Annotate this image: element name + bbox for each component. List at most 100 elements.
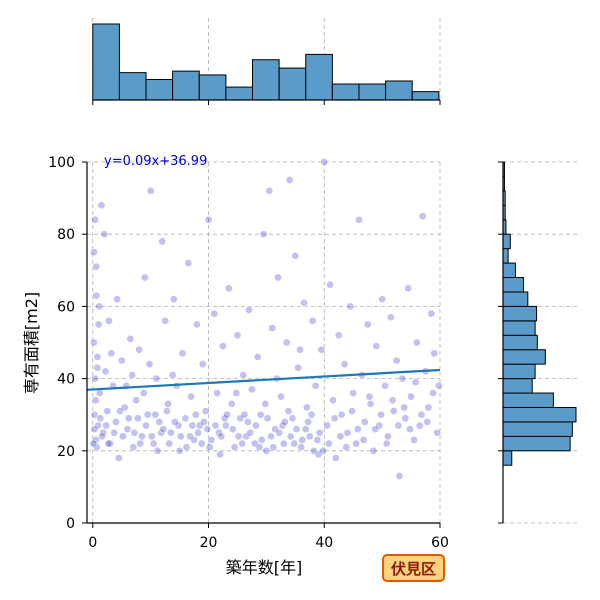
right-marginal-histogram xyxy=(498,161,580,524)
scatter-point xyxy=(307,410,316,419)
scatter-point xyxy=(291,252,300,260)
y-axis-title: 専有面積[m2] xyxy=(22,292,41,394)
scatter-point xyxy=(340,360,349,369)
scatter-point xyxy=(292,425,301,433)
y-tick-label: 60 xyxy=(57,299,75,315)
scatter-point xyxy=(300,298,308,307)
y-tick-label: 0 xyxy=(66,516,75,532)
scatter-point xyxy=(400,403,408,412)
scatter-point xyxy=(146,187,155,195)
scatter-point xyxy=(288,414,297,423)
scatter-point xyxy=(171,418,179,426)
scatter-point xyxy=(168,371,177,379)
scatter-point xyxy=(252,421,260,430)
scatter-point xyxy=(377,410,385,419)
scatter-point xyxy=(234,432,243,441)
scatter-point xyxy=(394,421,403,430)
scatter-point xyxy=(123,425,132,433)
scatter-point xyxy=(233,331,242,340)
scatter-point xyxy=(193,320,201,329)
scatter-point xyxy=(434,381,443,390)
scatter-point xyxy=(261,400,270,408)
scatter-point xyxy=(105,316,113,325)
scatter-point xyxy=(91,374,99,383)
scatter-point xyxy=(95,389,104,397)
y-tick-label: 20 xyxy=(57,444,75,460)
scatter-point xyxy=(112,418,120,426)
scatter-point xyxy=(401,414,410,423)
scatter-point xyxy=(274,273,282,282)
scatter-point xyxy=(326,280,334,289)
scatter-point xyxy=(181,414,190,423)
scatter-point xyxy=(309,446,318,455)
x-tick-label: 20 xyxy=(200,535,218,551)
scatter-point xyxy=(281,418,289,426)
scatter-point xyxy=(113,295,121,304)
scatter-point xyxy=(145,360,154,369)
scatter-point xyxy=(298,436,307,444)
scatter-point xyxy=(384,432,392,441)
scatter-point xyxy=(95,302,104,311)
scatter-point xyxy=(265,187,274,195)
scatter-point xyxy=(267,432,275,441)
scatter-point xyxy=(98,432,106,441)
scatter-point xyxy=(159,425,168,433)
scatter-point xyxy=(119,432,127,441)
scatter-point xyxy=(138,432,146,441)
scatter-point xyxy=(411,378,420,387)
scatter-point xyxy=(248,385,256,394)
scatter-point xyxy=(413,338,421,347)
scatter-point xyxy=(407,392,415,401)
scatter-point xyxy=(240,410,249,419)
x-axis-title: 築年数[年] xyxy=(226,558,303,577)
scatter-point xyxy=(415,421,424,430)
scatter-point xyxy=(198,360,207,369)
scatter-point xyxy=(228,425,237,433)
scatter-point xyxy=(255,443,264,452)
scatter-point xyxy=(124,414,133,423)
scatter-point xyxy=(313,436,322,444)
scatter-point xyxy=(279,439,288,448)
scatter-point xyxy=(222,421,230,430)
scatter-point xyxy=(305,432,314,441)
scatter-point xyxy=(294,363,303,372)
scatter-point xyxy=(253,353,262,361)
scatter-point xyxy=(205,443,214,452)
scatter-point xyxy=(182,443,191,452)
right-hist-bar xyxy=(502,320,536,336)
scatter-point xyxy=(303,403,311,412)
scatter-point xyxy=(201,407,210,415)
scatter-point xyxy=(210,309,219,318)
scatter-point xyxy=(219,342,227,350)
right-hist-bar xyxy=(502,305,538,322)
scatter-point xyxy=(239,371,248,379)
scatter-point xyxy=(230,443,239,452)
top-hist-bar xyxy=(145,78,174,101)
scatter-point xyxy=(424,403,433,412)
scatter-point xyxy=(359,436,368,444)
scatter-point xyxy=(296,345,304,354)
scatter-point xyxy=(158,237,167,246)
scatter-point xyxy=(319,446,327,455)
scatter-point xyxy=(348,407,356,415)
scatter-point xyxy=(268,324,277,332)
scatter-point xyxy=(194,428,202,437)
scatter-point xyxy=(155,418,164,426)
scatter-point xyxy=(429,389,437,397)
y-tick-label: 80 xyxy=(57,227,75,243)
x-tick-label: 0 xyxy=(88,535,97,551)
scatter-point xyxy=(320,158,329,166)
y-tick-label: 100 xyxy=(48,155,75,171)
scatter-point xyxy=(336,432,345,441)
right-hist-bar xyxy=(502,248,509,264)
scatter-point xyxy=(245,306,253,314)
scatter-point xyxy=(277,392,285,401)
scatter-point xyxy=(406,425,414,433)
scatter-point xyxy=(315,428,324,437)
top-hist-bar xyxy=(331,83,360,101)
scatter-point xyxy=(90,425,99,433)
scatter-point xyxy=(262,446,271,455)
scatter-point xyxy=(284,407,293,415)
scatter-point xyxy=(398,374,407,383)
